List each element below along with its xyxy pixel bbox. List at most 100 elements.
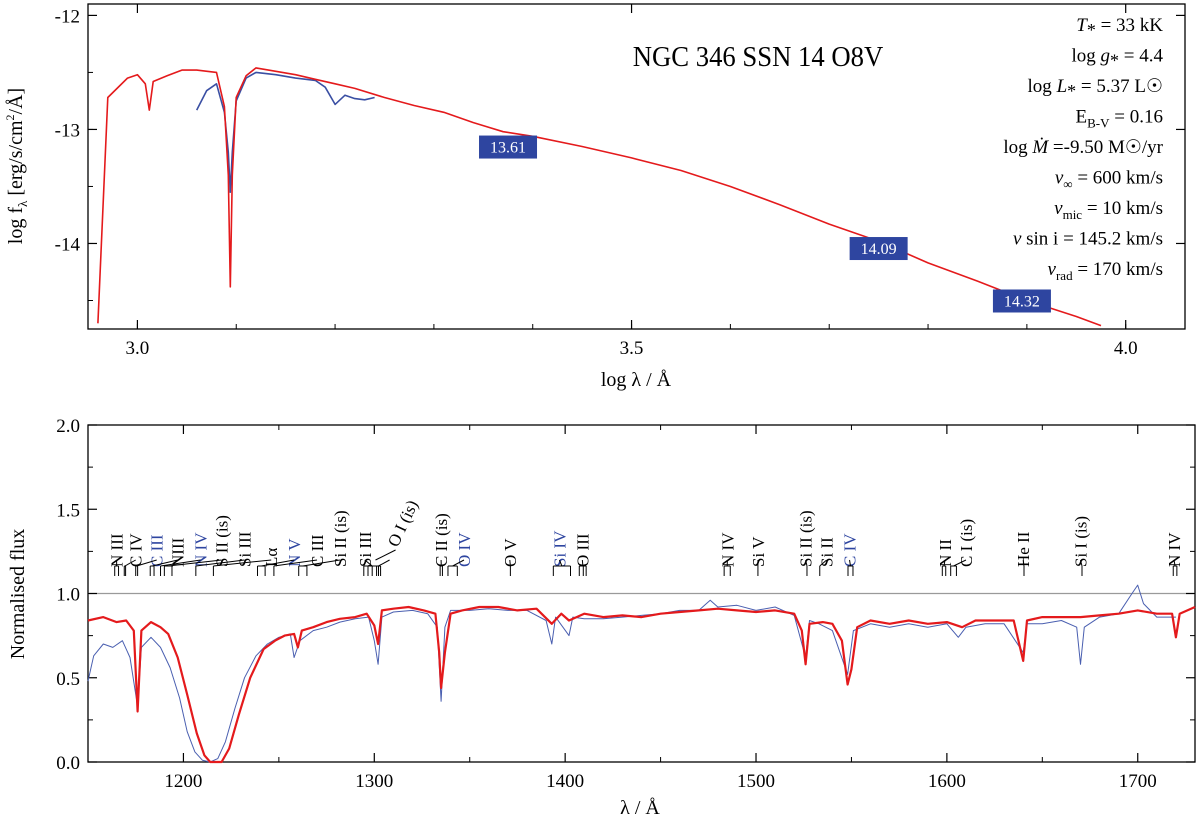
line-id-leader [136,559,157,567]
uv-x-tick-label: 1400 [546,771,584,792]
line-id-leader [558,559,563,567]
line-id-label: Si II (is) [331,510,350,567]
line-id-leader [302,559,341,567]
sed-y-tick-label: -12 [55,6,80,27]
line-id-leader [261,559,295,567]
line-id-label: Si II (is) [797,510,816,567]
line-identifications: N III C IV C III NIII N IV S II (is) Si III Lα N… [108,497,1184,576]
sed-x-tick-label: 4.0 [1114,338,1138,359]
line-id-leader [1173,559,1176,567]
sed-y-tick-label: -14 [55,234,81,255]
sed-chart-title: NGC 346 SSN 14 O8V [633,41,883,73]
sed-plot-frame [87,3,1186,330]
photometry-value: 13.61 [490,140,526,157]
line-id-leader [378,559,390,567]
line-id-label: C III [308,534,327,567]
uv-series-model [87,605,1196,764]
line-id-leader [213,559,272,567]
line-id-label: Si IV [550,530,569,567]
line-id-leader [160,559,201,567]
line-id-leader [943,559,946,567]
uv-x-tick-label: 1200 [164,771,202,792]
photometry-box [849,237,908,261]
line-id-label: Lα [262,548,281,567]
uv-x-tick-label: 1500 [737,771,775,792]
stellar-parameter: v∞ = 600 km/s [1055,168,1163,192]
line-id-leader [805,559,808,567]
photometry-value: 14.09 [861,241,897,258]
line-id-leader [375,549,396,561]
line-id-leader [509,559,511,567]
line-id-leader [1022,559,1025,567]
sed-x-tick-label: 3.5 [620,338,644,359]
line-id-label: N III [108,533,127,567]
sed-x-axis-label: log λ / Å [601,369,672,391]
sed-series-observed [195,71,375,193]
stellar-parameter: v sin i = 145.2 km/s [1013,229,1163,250]
stellar-parameter: log Ṁ =-9.50 M☉/yr [1003,137,1163,158]
line-id-label: C III [148,534,167,567]
photometry-labels: 13.61 14.09 14.32 [479,135,1051,313]
line-id-label: N IV [192,532,211,567]
line-id-label: Si II [818,537,837,567]
sed-y-axis-label: log fλ [erg/s/cm2/Å] [3,88,30,244]
line-id-leader [953,559,967,567]
line-id-label: S II (is) [213,515,232,567]
sed-panel: 3.0 3.5 4.0 -12 -13 -14 NGC 346 SSN 14 O8V 13… [3,3,1186,391]
line-id-label: C IV [841,533,860,567]
sed-x-tick-label: 3.0 [126,338,150,359]
line-id-leader [273,559,318,567]
line-id-label: Si V [749,536,768,567]
uv-y-tick-label: 1.5 [56,500,80,521]
line-id-leader [1079,559,1083,567]
line-id-label: NIII [169,537,188,567]
line-id-leader [581,559,584,567]
line-id-label: C IV [127,533,146,567]
line-id-label: Si I (is) [1071,516,1090,567]
photometry-value: 14.32 [1004,293,1040,310]
photometry-box [479,135,538,159]
sed-series [97,67,1102,327]
uv-y-tick-label: 0.0 [56,753,80,774]
line-id-label: O I (is) [384,497,422,550]
line-id-label: N V [285,538,304,567]
line-id-label: O IV [455,532,474,567]
line-id-leader [168,559,222,567]
uv-x-axis-label: λ / Å [620,797,660,819]
line-id-label: N II [936,539,955,567]
photometry-box [992,289,1051,313]
line-id-label: C II (is) [432,513,451,567]
stellar-parameter: vmic = 10 km/s [1054,198,1163,222]
sed-axis-ticks: 3.0 3.5 4.0 -12 -13 -14 [55,4,1185,359]
uv-y-tick-label: 2.0 [56,416,80,437]
uv-x-tick-label: 1600 [928,771,966,792]
uv-y-axis-label: Normalised flux [7,529,29,660]
stellar-parameter: vrad = 170 km/s [1048,259,1163,283]
line-id-leader [364,559,373,567]
uv-x-tick-label: 1300 [355,771,393,792]
uv-x-tick-label: 1700 [1119,771,1157,792]
stellar-parameter: log g* = 4.4 [1072,46,1164,71]
line-id-leader [452,559,465,567]
line-id-leader [849,559,851,567]
line-id-leader [819,559,827,567]
sed-y-tick-label: -13 [55,120,80,141]
sed-series-model [97,67,1102,327]
uv-spectrum-panel: 1200 1300 1400 1500 1600 17000.00.51.01.52.0 … [7,416,1196,819]
line-id-label: Si III [356,531,375,567]
line-id-label: Si III [236,531,255,567]
line-id-label: O III [573,533,592,567]
stellar-parameter: EB-V = 0.16 [1076,107,1163,131]
uv-y-tick-label: 0.5 [56,669,80,690]
stellar-parameter: T* = 33 kK [1076,15,1163,40]
line-id-label: O V [501,538,520,567]
uv-series [87,584,1196,764]
line-id-leader [195,559,245,567]
line-id-label: C I (is) [957,519,976,567]
line-id-label: He II [1014,531,1033,567]
stellar-parameter: log L* = 5.37 L☉ [1028,76,1163,101]
line-id-leader [124,559,136,567]
line-id-label: N IV [1165,532,1184,567]
uv-y-tick-label: 1.0 [56,585,80,606]
